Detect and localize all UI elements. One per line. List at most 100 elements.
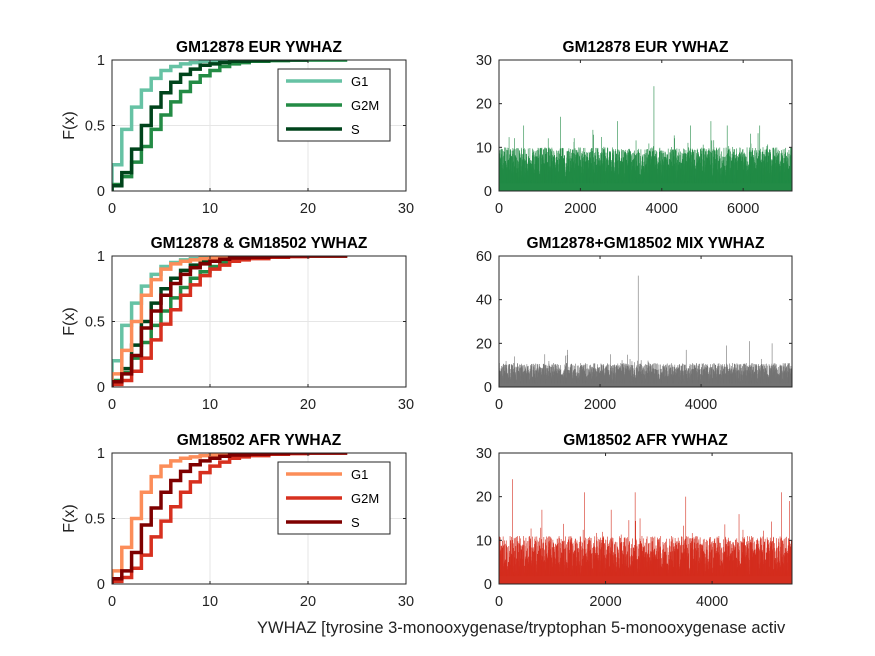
bar (568, 366, 570, 387)
bar (513, 150, 514, 191)
y-axis-label: F(x) (61, 111, 78, 139)
y-axis-label: F(x) (61, 307, 78, 335)
bar (571, 364, 573, 387)
bar (727, 153, 729, 191)
bar (584, 364, 586, 387)
bar (710, 121, 712, 191)
bar (550, 367, 552, 387)
bar (635, 140, 637, 191)
y-tick-label: 1 (97, 249, 105, 265)
bar (519, 371, 521, 387)
x-tick-label: 20 (300, 397, 316, 413)
bar (786, 155, 787, 191)
bar (536, 156, 538, 191)
bar (617, 121, 618, 191)
bar (614, 367, 616, 387)
bar (584, 364, 586, 387)
bar (502, 365, 504, 387)
bar (517, 363, 518, 387)
chart-title: GM12878 EUR YWHAZ (176, 39, 342, 56)
bar (527, 369, 529, 387)
bar (768, 152, 770, 191)
bar (564, 155, 565, 191)
bar (606, 367, 607, 387)
bar (771, 159, 772, 191)
y-tick-label: 0 (484, 184, 492, 200)
bar (565, 366, 566, 387)
bar (663, 152, 664, 191)
bar (622, 150, 623, 191)
bar (519, 367, 521, 387)
bar (605, 366, 606, 387)
bar (692, 154, 693, 191)
bar (759, 125, 761, 191)
bar (596, 371, 597, 387)
bar (604, 368, 605, 387)
bar (517, 371, 519, 387)
bar (610, 354, 611, 387)
x-tick-label: 0 (495, 201, 503, 217)
bar (788, 153, 790, 191)
bar (552, 364, 554, 387)
bar (591, 151, 593, 191)
bar (541, 367, 543, 387)
bar (674, 150, 676, 191)
bar (734, 149, 735, 191)
bar (499, 370, 501, 387)
x-tick-label: 10 (202, 397, 218, 413)
bar (546, 159, 548, 191)
bar (525, 160, 526, 191)
bar (506, 147, 508, 191)
bar (723, 147, 725, 191)
bar (746, 147, 748, 191)
y-tick-label: 1 (97, 53, 105, 69)
bar (539, 366, 541, 387)
bar (591, 369, 592, 387)
bar (607, 148, 609, 191)
bar-series (499, 86, 792, 191)
ecdf-line-s (112, 60, 308, 191)
x-tick-label: 0 (108, 397, 116, 413)
y-tick-label: 0 (97, 380, 105, 396)
bar (524, 364, 525, 387)
bar (537, 158, 539, 191)
bar (668, 165, 670, 191)
bar (762, 154, 763, 191)
bar (694, 159, 696, 191)
bar (617, 369, 619, 387)
plot-marks (112, 256, 348, 387)
bar (583, 147, 584, 191)
bar (566, 363, 567, 387)
bar (512, 154, 513, 191)
bar (775, 147, 776, 191)
bar (619, 367, 621, 387)
bar (733, 164, 735, 191)
x-tick-label: 20 (300, 201, 316, 217)
bar (659, 147, 661, 191)
bar (571, 365, 573, 387)
bar (628, 365, 630, 387)
bar (524, 366, 526, 387)
bar (644, 149, 646, 191)
bar (514, 356, 515, 387)
bar (560, 116, 561, 191)
bar (611, 366, 612, 387)
bar (583, 364, 585, 387)
bar (791, 148, 792, 191)
bar (590, 367, 592, 387)
chart-title: GM12878 & GM18502 YWHAZ (151, 235, 368, 252)
bar (720, 158, 721, 191)
bar (623, 149, 625, 191)
bar (663, 156, 665, 191)
x-tick-label: 30 (398, 201, 414, 217)
bar (536, 376, 538, 387)
bar (692, 150, 694, 191)
bar (594, 363, 595, 387)
x-tick-label: 30 (398, 397, 414, 413)
bar (683, 153, 685, 191)
bar (512, 365, 513, 387)
bar (566, 355, 568, 387)
axes-frame (498, 59, 793, 192)
